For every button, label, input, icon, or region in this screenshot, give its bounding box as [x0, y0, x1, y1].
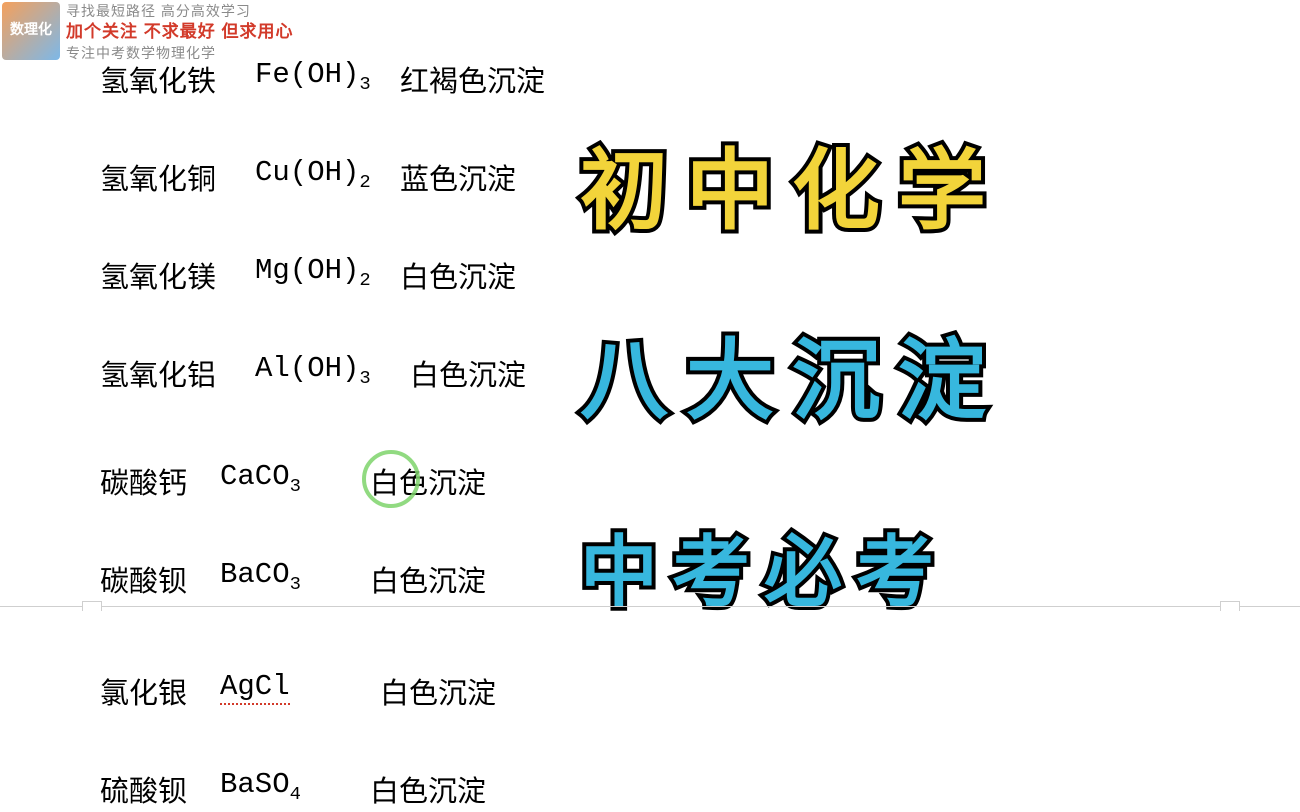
watermark-block: 数理化 寻找最短路径 高分高效学习 加个关注 不求最好 但求用心 专注中考数学物…: [2, 2, 293, 63]
compound-row: 氢氧化铁Fe(OH)3红褐色沉淀: [100, 58, 216, 100]
compound-row: 硫酸钡BaSO4白色沉淀: [100, 768, 187, 810]
compound-description: 白色沉淀: [410, 352, 526, 394]
compound-formula: CaCO3: [220, 460, 301, 497]
watermark-text: 寻找最短路径 高分高效学习 加个关注 不求最好 但求用心 专注中考数学物理化学: [66, 2, 293, 63]
compound-formula: Mg(OH)2: [255, 254, 371, 291]
watermark-line1: 寻找最短路径 高分高效学习: [66, 2, 293, 21]
compound-formula: Al(OH)3: [255, 352, 371, 389]
compound-description: 蓝色沉淀: [400, 156, 516, 198]
page-break-rule: [0, 606, 1300, 607]
compound-row: 氢氧化铝Al(OH)3白色沉淀: [100, 352, 216, 394]
compound-description: 红褐色沉淀: [400, 58, 545, 100]
compound-formula: Cu(OH)2: [255, 156, 371, 193]
compound-formula: BaSO4: [220, 768, 301, 805]
headline-topic: 八大沉淀: [580, 310, 1004, 437]
compound-name: 硫酸钡: [100, 768, 187, 810]
compound-row: 碳酸钙CaCO3白色沉淀: [100, 460, 187, 502]
page-notch-right: [1220, 601, 1240, 611]
compound-row: 碳酸钡BaCO3白色沉淀: [100, 558, 187, 600]
compound-formula: AgCl: [220, 670, 290, 703]
compound-row: 氯化银AgCl白色沉淀: [100, 670, 187, 712]
compound-formula: BaCO3: [220, 558, 301, 595]
page-notch-left: [82, 601, 102, 611]
headline-subject: 初中化学: [580, 120, 1004, 247]
watermark-logo: 数理化: [2, 2, 60, 60]
compound-row: 氢氧化镁Mg(OH)2白色沉淀: [100, 254, 216, 296]
compound-description: 白色沉淀: [370, 768, 486, 810]
compound-description: 白色沉淀: [380, 670, 496, 712]
compound-name: 碳酸钙: [100, 460, 187, 502]
compound-name: 碳酸钡: [100, 558, 187, 600]
watermark-line2: 加个关注 不求最好 但求用心: [66, 21, 293, 44]
circle-annotation: [362, 450, 420, 508]
compound-name: 氯化银: [100, 670, 187, 712]
compound-name: 氢氧化铁: [100, 58, 216, 100]
compound-description: 白色沉淀: [370, 558, 486, 600]
compound-name: 氢氧化镁: [100, 254, 216, 296]
compound-row: 氢氧化铜Cu(OH)2蓝色沉淀: [100, 156, 216, 198]
compound-name: 氢氧化铜: [100, 156, 216, 198]
compound-description: 白色沉淀: [400, 254, 516, 296]
compound-formula: Fe(OH)3: [255, 58, 371, 95]
compound-name: 氢氧化铝: [100, 352, 216, 394]
